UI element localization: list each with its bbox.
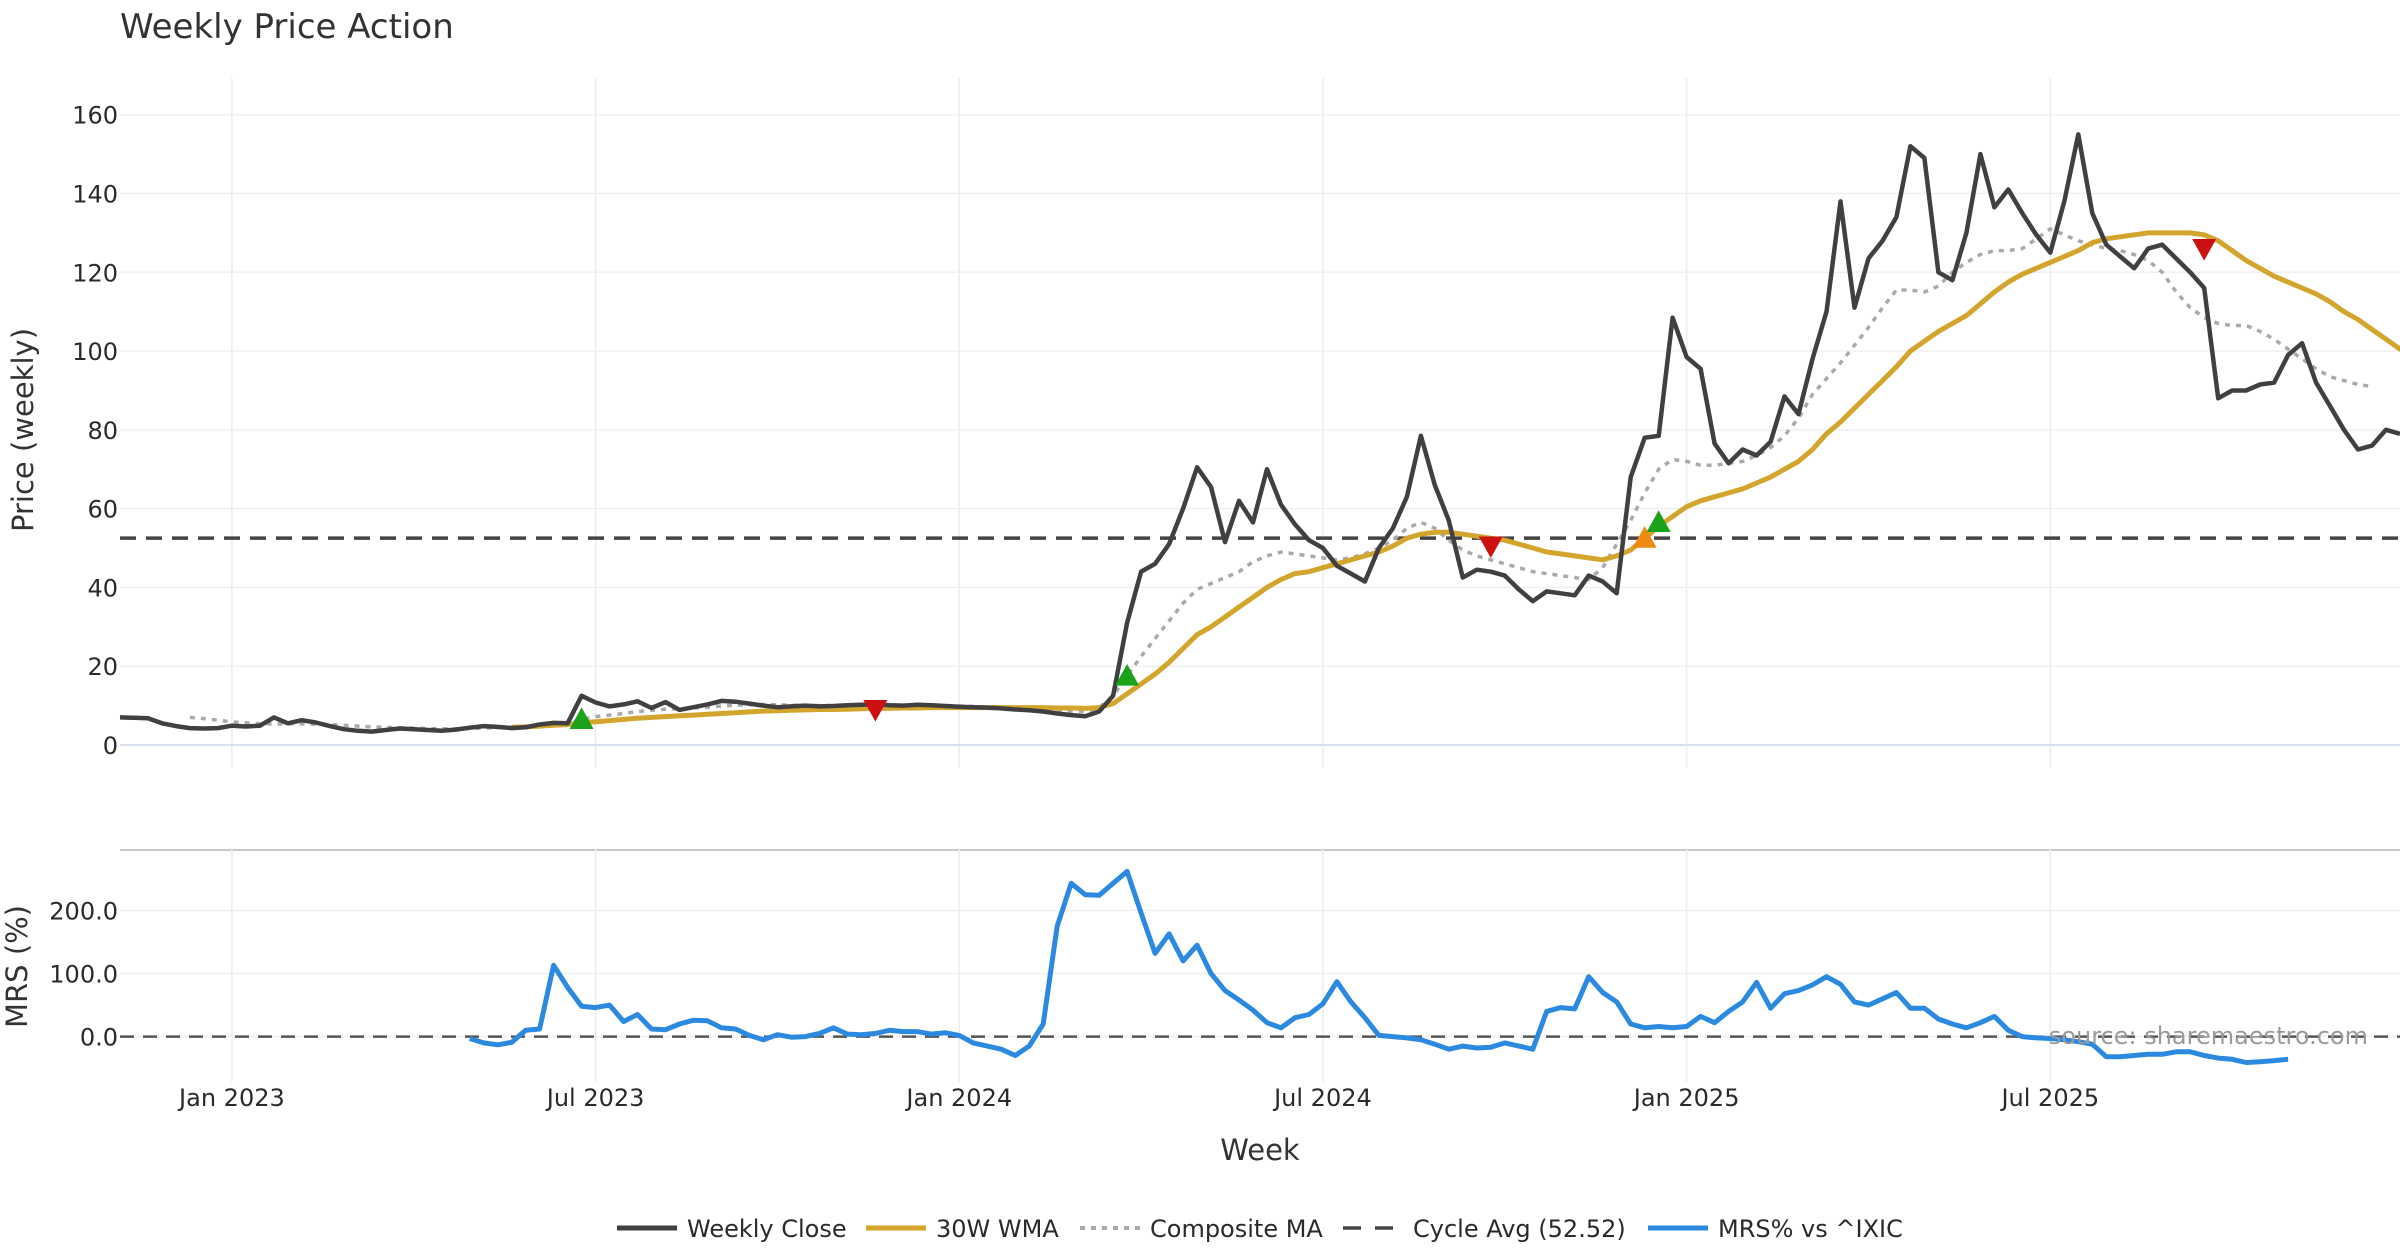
price-y-axis-label: Price (weekly) bbox=[6, 328, 40, 532]
price-y-tick-label: 80 bbox=[87, 417, 118, 445]
price-panel: 0 20 40 60 80 100 120 140 160 Price (weekly) bbox=[6, 78, 2400, 768]
price-y-tick-label: 20 bbox=[87, 653, 118, 681]
mrs-y-tick-label: 0.0 bbox=[80, 1024, 118, 1052]
price-y-tick-label: 160 bbox=[72, 102, 118, 130]
series-30w-wma bbox=[511, 230, 2400, 730]
signal-marker-sell bbox=[863, 699, 888, 722]
mrs-y-tick-label: 100.0 bbox=[49, 961, 118, 989]
price-y-tick-label: 40 bbox=[87, 574, 118, 602]
legend-label: Composite MA bbox=[1150, 1215, 1323, 1243]
mrs-y-ticks: 0.0 100.0 200.0 bbox=[49, 897, 118, 1051]
signal-marker-buy bbox=[1646, 510, 1671, 533]
x-tick-label: Jul 2024 bbox=[1272, 1084, 1372, 1112]
mrs-y-axis-label: MRS (%) bbox=[0, 905, 34, 1028]
price-gridlines bbox=[120, 78, 2400, 768]
legend-label: Weekly Close bbox=[687, 1215, 847, 1243]
legend-label: MRS% vs ^IXIC bbox=[1718, 1215, 1903, 1243]
price-y-ticks: 0 20 40 60 80 100 120 140 160 bbox=[72, 102, 118, 760]
x-tick-label: Jan 2023 bbox=[177, 1084, 285, 1112]
x-ticks: Jan 2023 Jul 2023 Jan 2024 Jul 2024 Jan 2025… bbox=[177, 1084, 2099, 1112]
source-watermark: source: sharemaestro.com bbox=[2049, 1022, 2368, 1050]
price-y-tick-label: 0 bbox=[103, 732, 118, 760]
mrs-y-tick-label: 200.0 bbox=[49, 897, 118, 925]
series-mrs bbox=[468, 868, 2289, 1065]
signal-marker-sell bbox=[1478, 536, 1503, 559]
x-axis-label: Week bbox=[1220, 1133, 1300, 1167]
x-tick-label: Jul 2025 bbox=[1999, 1084, 2099, 1112]
x-tick-label: Jan 2025 bbox=[1632, 1084, 1740, 1112]
price-y-tick-label: 100 bbox=[72, 338, 118, 366]
price-y-tick-label: 120 bbox=[72, 259, 118, 287]
x-tick-label: Jul 2023 bbox=[545, 1084, 645, 1112]
mrs-panel: 0.0 100.0 200.0 source: sharemaestro.com J… bbox=[0, 848, 2400, 1167]
legend-label: 30W WMA bbox=[936, 1215, 1059, 1243]
legend-label: Cycle Avg (52.52) bbox=[1413, 1215, 1626, 1243]
series-weekly-close bbox=[119, 132, 2400, 734]
series-composite-ma bbox=[189, 226, 2373, 731]
signal-marker-sell bbox=[2192, 239, 2217, 261]
price-y-tick-label: 140 bbox=[72, 180, 118, 208]
legend: Weekly Close 30W WMA Composite MA Cycle Avg… bbox=[617, 1215, 1903, 1243]
price-y-tick-label: 60 bbox=[87, 496, 118, 524]
signal-markers bbox=[569, 239, 2217, 729]
signal-marker-warning bbox=[1632, 526, 1657, 548]
chart-title: Weekly Price Action bbox=[120, 7, 454, 47]
signal-marker-buy bbox=[1115, 664, 1140, 686]
signal-marker-buy bbox=[569, 707, 594, 729]
x-tick-label: Jan 2024 bbox=[904, 1084, 1012, 1112]
